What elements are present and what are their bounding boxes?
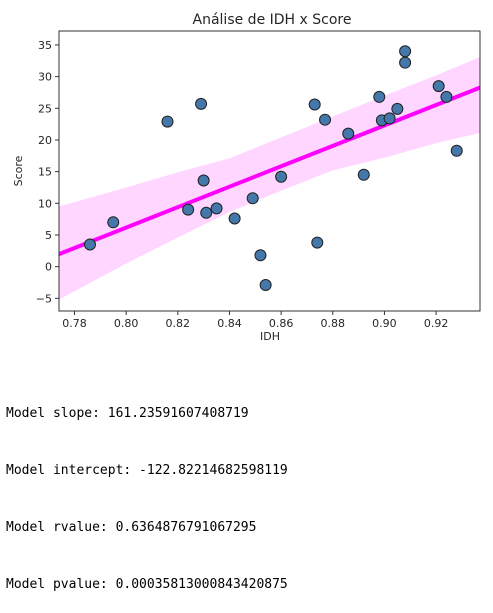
scatter-points xyxy=(83,45,463,292)
data-point-1 xyxy=(107,216,120,229)
x-tick-label: 0.92 xyxy=(424,317,449,330)
y-axis: −5 0 5 10 15 20 25 30 35 xyxy=(36,39,59,305)
data-point-4 xyxy=(195,97,208,110)
y-tick-label: 30 xyxy=(38,71,52,84)
data-point-11 xyxy=(259,279,272,292)
plot-frame xyxy=(58,30,481,312)
data-point-17 xyxy=(357,168,370,181)
confidence-band xyxy=(59,56,480,300)
data-point-13 xyxy=(308,98,321,111)
data-point-26 xyxy=(450,144,463,157)
regression-line xyxy=(59,85,480,257)
y-tick-label: 20 xyxy=(38,134,52,147)
chart-title: Análise de IDH x Score xyxy=(193,12,352,28)
y-tick-label: 35 xyxy=(38,39,52,52)
y-tick-label: −5 xyxy=(36,292,52,305)
x-tick-label: 0.88 xyxy=(321,317,346,330)
data-point-18 xyxy=(373,90,386,103)
y-tick-label: 25 xyxy=(38,102,52,115)
data-point-10 xyxy=(254,249,267,262)
model-output: Model slope: 161.23591607408719 Model in… xyxy=(6,366,288,613)
data-point-25 xyxy=(440,90,453,103)
x-tick-label: 0.90 xyxy=(372,317,397,330)
data-point-24 xyxy=(432,80,445,93)
data-point-20 xyxy=(383,112,396,125)
y-tick-label: 0 xyxy=(45,261,52,274)
model-intercept-line: Model intercept: -122.82214682598119 xyxy=(6,463,288,478)
data-point-21 xyxy=(391,102,404,115)
x-tick-label: 0.84 xyxy=(217,317,242,330)
y-tick-label: 15 xyxy=(38,166,52,179)
x-tick-label: 0.82 xyxy=(166,317,191,330)
x-axis: 0.78 0.80 0.82 0.84 0.86 0.88 0.90 0.92 xyxy=(62,311,448,330)
y-axis-label: Score xyxy=(12,155,25,186)
x-tick-label: 0.78 xyxy=(62,317,87,330)
data-point-14 xyxy=(311,236,324,249)
y-tick-label: 10 xyxy=(38,197,52,210)
model-rvalue-line: Model rvalue: 0.6364876791067295 xyxy=(6,520,257,535)
data-point-2 xyxy=(161,115,174,128)
y-tick-label: 5 xyxy=(45,229,52,242)
model-slope-line: Model slope: 161.23591607408719 xyxy=(6,406,249,421)
data-point-16 xyxy=(342,127,355,140)
data-point-22 xyxy=(399,45,412,58)
x-tick-label: 0.86 xyxy=(269,317,294,330)
data-point-0 xyxy=(83,238,96,251)
data-point-23 xyxy=(399,56,412,69)
data-point-5 xyxy=(197,174,210,187)
model-pvalue-line: Model pvalue: 0.00035813000843420875 xyxy=(6,577,288,592)
data-point-7 xyxy=(210,202,223,215)
data-point-9 xyxy=(246,192,259,205)
x-axis-label: IDH xyxy=(260,330,280,343)
data-point-8 xyxy=(228,212,241,225)
x-tick-label: 0.80 xyxy=(114,317,139,330)
chart: Análise de IDH x Score 0.78 0.80 0.82 0.84 0… xyxy=(12,12,481,343)
data-point-15 xyxy=(319,113,332,126)
data-point-3 xyxy=(182,203,195,216)
data-point-12 xyxy=(275,170,288,183)
data-point-6 xyxy=(200,206,213,219)
